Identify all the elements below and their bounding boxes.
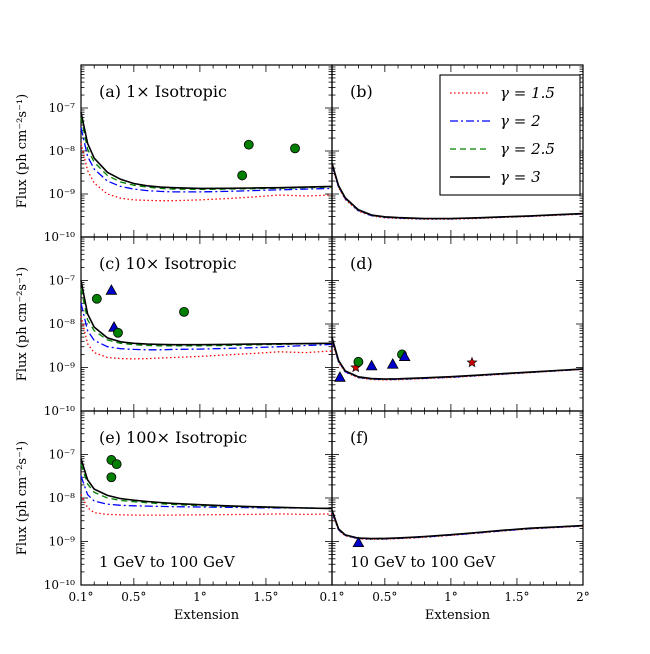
legend-frame — [439, 74, 581, 196]
triangle-marker — [398, 350, 411, 361]
y-tick-label: 10⁻¹⁰ — [44, 404, 75, 418]
energy-range-label: 10 GeV to 100 GeV — [350, 553, 496, 571]
circle-marker — [113, 327, 123, 338]
series-line-gamma-2 — [80, 303, 333, 351]
panel-label: (e) 100× Isotropic — [99, 428, 247, 447]
circle-marker — [91, 293, 102, 304]
series-line-gamma-2 — [331, 339, 584, 381]
legend-entry-label: γ = 2 — [500, 112, 541, 130]
series-line-gamma-1.5 — [331, 341, 584, 381]
y-axis-title: Flux (ph cm⁻²s⁻¹) — [15, 94, 30, 208]
x-tick-label: 1.5° — [253, 590, 278, 604]
y-axis-title: Flux (ph cm⁻²s⁻¹) — [15, 441, 30, 555]
series-line-gamma-1.5 — [80, 494, 333, 516]
triangle-marker — [334, 371, 346, 382]
series-line-gamma-3 — [80, 280, 333, 346]
circle-marker — [290, 143, 300, 154]
legend: γ = 1.5 γ = 2 γ = 2.5 γ = 3 — [439, 74, 581, 196]
legend-entry-label: γ = 3 — [500, 168, 541, 186]
x-axis-title: Extension — [425, 608, 491, 623]
circle-marker — [237, 170, 248, 181]
y-tick-label: 10⁻⁷ — [49, 274, 76, 288]
y-tick-label: 10⁻⁸ — [49, 144, 76, 158]
y-tick-label: 10⁻⁹ — [49, 535, 76, 549]
y-tick-label: 10⁻¹⁰ — [44, 230, 75, 244]
series-line-gamma-1.5 — [80, 316, 333, 360]
series-line-gamma-3 — [331, 162, 584, 220]
x-tick-label: 0.1° — [68, 590, 93, 604]
series-line-gamma-2 — [80, 475, 333, 509]
star-marker — [466, 356, 478, 368]
circle-marker — [106, 472, 117, 483]
y-tick-label: 10⁻⁹ — [49, 361, 76, 375]
panel-label: (c) 10× Isotropic — [99, 254, 237, 273]
x-axis-title: Extension — [174, 608, 240, 623]
panel-f — [331, 410, 584, 586]
panel-label: (b) — [350, 82, 373, 101]
legend-entry-label: γ = 1.5 — [500, 84, 555, 102]
series-line-gamma-2 — [80, 127, 333, 193]
series-line-gamma-3 — [80, 458, 333, 510]
panel-label: (a) 1× Isotropic — [99, 82, 227, 101]
circle-marker — [353, 356, 364, 367]
triangle-marker — [105, 284, 118, 295]
y-tick-label: 10⁻⁸ — [49, 491, 76, 505]
x-tick-label: 1° — [193, 590, 207, 604]
circle-marker — [111, 459, 122, 470]
x-tick-label: 0.1° — [319, 590, 344, 604]
series-line-gamma-2.5 — [331, 338, 584, 380]
energy-range-label: 1 GeV to 100 GeV — [99, 553, 236, 571]
series-line-gamma-1.5 — [80, 143, 333, 202]
x-tick-label: 2° — [576, 590, 590, 604]
circle-marker — [179, 306, 189, 317]
triangle-marker — [386, 358, 399, 369]
x-tick-label: 1° — [444, 590, 458, 604]
circle-marker — [243, 139, 254, 150]
y-tick-label: 10⁻⁷ — [49, 448, 76, 462]
series-line-gamma-3 — [80, 112, 333, 190]
legend-entry-label: γ = 2.5 — [500, 140, 555, 158]
series-line-gamma-2.5 — [80, 463, 333, 509]
x-tick-label: 0.5° — [372, 590, 397, 604]
triangle-marker — [352, 536, 365, 548]
panel-label: (d) — [350, 254, 373, 273]
y-axis-title: Flux (ph cm⁻²s⁻¹) — [15, 267, 30, 381]
series-line-gamma-1.5 — [331, 512, 584, 541]
series-line-gamma-3 — [331, 509, 584, 540]
triangle-marker — [365, 359, 378, 371]
panel-label: (f) — [350, 428, 368, 447]
y-tick-label: 10⁻⁷ — [49, 101, 76, 115]
x-tick-label: 1.5° — [504, 590, 529, 604]
y-tick-label: 10⁻⁹ — [49, 187, 76, 201]
y-tick-label: 10⁻⁸ — [49, 317, 76, 331]
series-line-gamma-3 — [331, 337, 584, 380]
y-tick-label: 10⁻¹⁰ — [44, 578, 75, 592]
x-tick-label: 0.5° — [121, 590, 146, 604]
